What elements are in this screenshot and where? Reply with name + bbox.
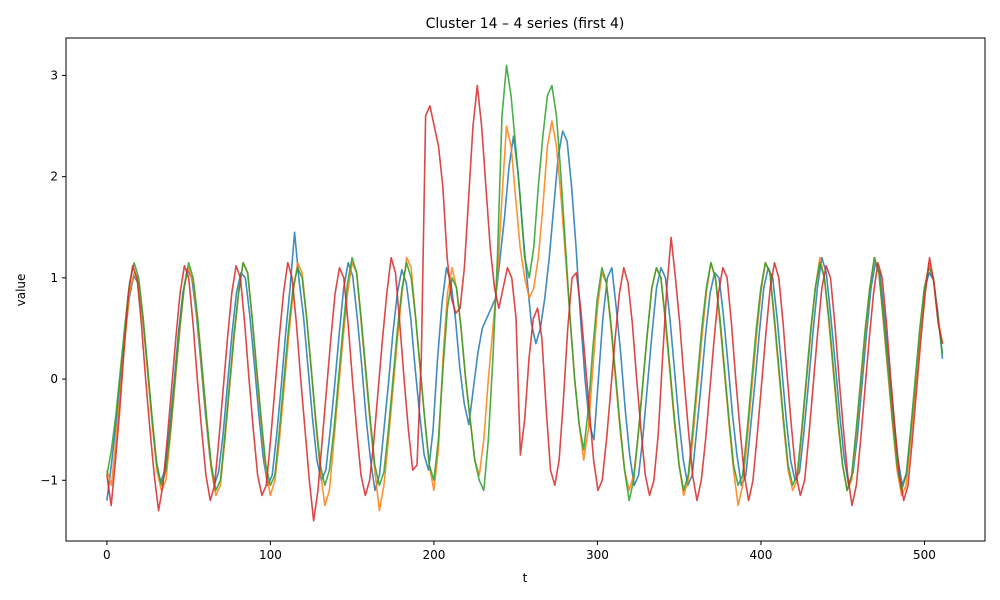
- y-tick-label: 0: [50, 372, 58, 386]
- y-axis: −1 0 1 2 3: [40, 68, 66, 487]
- chart-title: Cluster 14 – 4 series (first 4): [426, 16, 625, 32]
- y-tick-label: −1: [40, 473, 58, 487]
- x-tick-label: 200: [422, 548, 445, 562]
- series-line-4: [106, 84, 944, 522]
- series-line-1: [106, 130, 944, 501]
- y-tick-label: 3: [50, 68, 58, 82]
- x-tick-label: 400: [750, 548, 773, 562]
- x-axis: 0 100 200 300 400 500: [103, 541, 936, 562]
- y-tick-label: 2: [50, 170, 58, 184]
- x-tick-label: 100: [259, 548, 282, 562]
- series-group: [106, 64, 944, 522]
- x-tick-label: 0: [103, 548, 111, 562]
- x-axis-label: t: [523, 571, 528, 585]
- plot-frame: [65, 37, 986, 542]
- y-tick-label: 1: [50, 271, 58, 285]
- y-axis-label: value: [14, 274, 28, 307]
- series-line-2: [106, 120, 944, 512]
- x-tick-label: 300: [586, 548, 609, 562]
- x-tick-label: 500: [913, 548, 936, 562]
- series-line-3: [106, 64, 944, 502]
